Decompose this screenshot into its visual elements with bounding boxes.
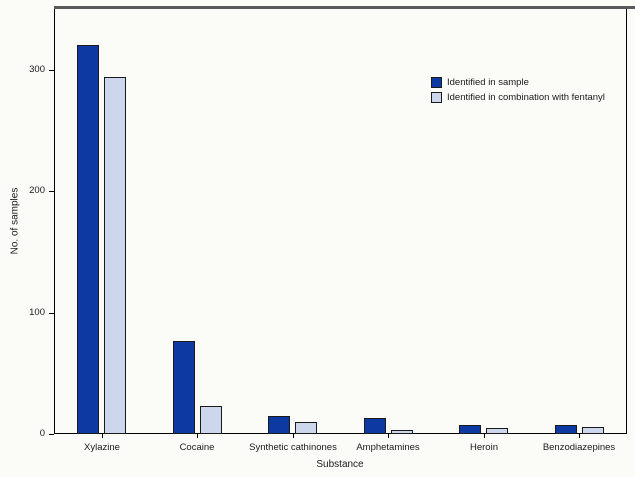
figure-top-rule <box>54 6 635 9</box>
legend: Identified in sample Identified in combin… <box>431 77 605 107</box>
x-tick-mark <box>579 434 580 438</box>
legend-label: Identified in sample <box>447 77 529 88</box>
bar <box>200 406 222 434</box>
y-tick-mark <box>49 313 54 314</box>
y-tick-mark <box>49 70 54 71</box>
x-tick-mark <box>102 434 103 438</box>
x-axis-title: Substance <box>316 459 364 470</box>
x-tick-mark <box>197 434 198 438</box>
plot-area <box>54 9 627 434</box>
bar <box>295 422 317 434</box>
bar <box>582 427 604 434</box>
y-tick-mark <box>49 434 54 435</box>
bar <box>268 416 290 434</box>
x-tick-mark <box>293 434 294 438</box>
legend-label: Identified in combination with fentanyl <box>447 92 605 103</box>
bar <box>486 428 508 434</box>
x-tick-label: Synthetic cathinones <box>249 442 337 453</box>
y-axis-title: No. of samples <box>9 187 21 255</box>
y-tick-label: 200 <box>29 185 45 196</box>
y-tick-label: 100 <box>29 307 45 318</box>
bar <box>364 418 386 434</box>
x-tick-label: Heroin <box>470 442 498 453</box>
bar <box>173 341 195 434</box>
legend-swatch-icon <box>431 92 442 103</box>
y-tick-label: 0 <box>39 428 45 439</box>
x-tick-label: Benzodiazepines <box>542 442 616 453</box>
bar <box>555 425 577 434</box>
legend-item: Identified in combination with fentanyl <box>431 92 605 103</box>
x-tick-label: Amphetamines <box>356 442 420 453</box>
bar <box>104 77 126 434</box>
legend-item: Identified in sample <box>431 77 605 88</box>
legend-swatch-icon <box>431 77 442 88</box>
x-tick-mark <box>484 434 485 438</box>
bar <box>77 45 99 434</box>
y-tick-mark <box>49 191 54 192</box>
y-tick-label: 300 <box>29 64 45 75</box>
x-tick-mark <box>388 434 389 438</box>
bar <box>459 425 481 434</box>
x-tick-label: Xylazine <box>84 442 120 453</box>
x-tick-label: Cocaine <box>179 442 215 453</box>
bar <box>391 430 413 434</box>
